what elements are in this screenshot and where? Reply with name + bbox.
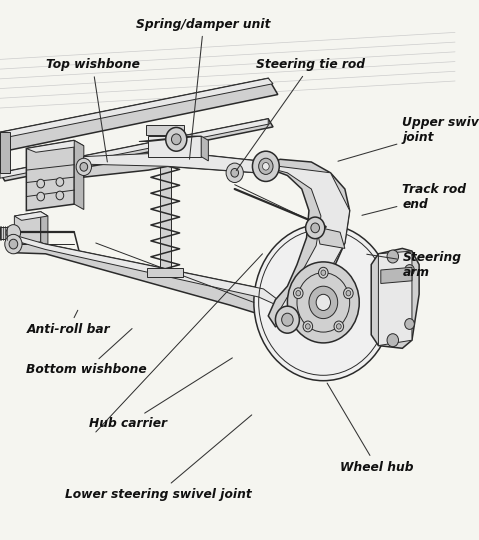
Circle shape [9,239,18,249]
Polygon shape [201,136,208,161]
Polygon shape [0,119,273,181]
Circle shape [297,273,350,332]
Text: Lower steering swivel joint: Lower steering swivel joint [65,415,252,501]
Circle shape [343,288,353,299]
Polygon shape [148,136,201,157]
Circle shape [287,262,359,343]
Circle shape [282,313,293,326]
Text: Spring/damper unit: Spring/damper unit [137,18,271,159]
Circle shape [6,225,21,241]
Text: Upper swivel
joint: Upper swivel joint [338,116,479,161]
Polygon shape [0,78,273,138]
Polygon shape [74,140,84,210]
Polygon shape [84,152,268,177]
Polygon shape [41,212,48,246]
Polygon shape [371,248,419,348]
Polygon shape [139,136,201,141]
Circle shape [80,163,88,171]
Polygon shape [14,212,41,246]
Text: Steering
arm: Steering arm [367,251,461,279]
Circle shape [252,151,279,181]
Circle shape [309,286,338,319]
Circle shape [275,306,299,333]
Circle shape [316,294,331,310]
Circle shape [306,217,325,239]
Circle shape [254,224,393,381]
Polygon shape [26,140,84,152]
Text: Bottom wishbone: Bottom wishbone [26,328,147,376]
Polygon shape [0,132,10,173]
Circle shape [306,323,310,329]
Text: Track rod
end: Track rod end [362,183,467,215]
Text: Hub carrier: Hub carrier [89,358,232,430]
Circle shape [259,158,273,174]
Circle shape [387,334,399,347]
Text: Top wishbone: Top wishbone [46,58,139,162]
Text: Wheel hub: Wheel hub [327,383,413,474]
Polygon shape [381,267,412,284]
Circle shape [321,270,326,275]
Circle shape [334,321,343,332]
Circle shape [5,234,22,254]
Polygon shape [14,212,48,220]
Polygon shape [0,119,268,178]
Circle shape [56,191,64,200]
Circle shape [231,168,239,177]
Polygon shape [160,130,171,273]
Circle shape [311,223,319,233]
Circle shape [226,163,243,183]
Text: Anti-roll bar: Anti-roll bar [26,310,110,336]
Circle shape [56,178,64,186]
Circle shape [37,179,45,188]
Circle shape [336,323,341,329]
Polygon shape [266,165,350,324]
Polygon shape [13,235,285,308]
Circle shape [171,134,181,145]
Polygon shape [26,140,74,211]
Circle shape [303,321,313,332]
Polygon shape [147,268,183,277]
Circle shape [387,250,399,263]
Circle shape [262,163,269,170]
Polygon shape [266,159,350,327]
Polygon shape [378,251,412,346]
Circle shape [405,265,414,275]
Circle shape [254,156,275,179]
Circle shape [346,291,351,296]
Circle shape [296,291,301,296]
Polygon shape [146,125,184,135]
Circle shape [37,192,45,201]
Polygon shape [13,235,297,327]
Circle shape [166,127,187,151]
Circle shape [405,319,414,329]
Circle shape [294,288,303,299]
Polygon shape [316,227,345,248]
Circle shape [260,161,270,173]
Text: Steering tie rod: Steering tie rod [236,58,365,171]
Circle shape [76,158,91,176]
Polygon shape [0,78,278,150]
Polygon shape [84,152,268,173]
Circle shape [319,267,328,278]
Polygon shape [0,227,13,239]
